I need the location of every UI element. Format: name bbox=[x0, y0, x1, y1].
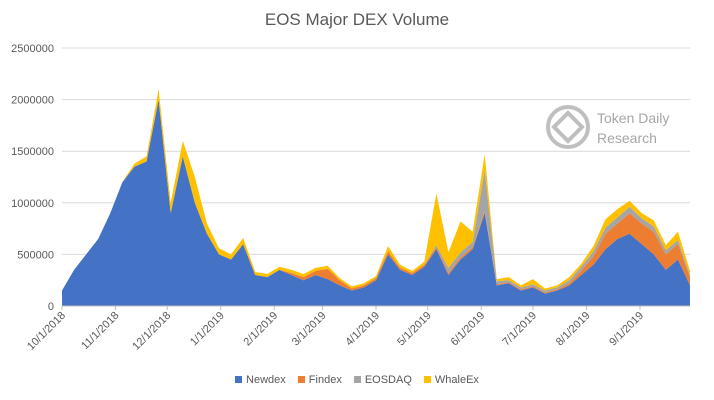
x-tick-label: 3/1/2019 bbox=[290, 310, 329, 349]
y-tick-label: 2000000 bbox=[11, 95, 54, 107]
legend-swatch bbox=[297, 376, 305, 383]
watermark-line-2: Research bbox=[597, 130, 657, 146]
watermark-text: Token Daily Research bbox=[597, 108, 669, 148]
y-tick-label: 2500000 bbox=[11, 43, 54, 55]
legend-swatch bbox=[423, 376, 431, 383]
stacked-areas bbox=[62, 89, 690, 306]
x-tick-label: 5/1/2019 bbox=[395, 310, 434, 349]
legend-item-eosdaq: EOSDAQ bbox=[353, 374, 412, 386]
x-tick-label: 1/1/2019 bbox=[188, 310, 227, 349]
gridlines bbox=[62, 47, 690, 255]
legend-item-newdex: Newdex bbox=[235, 374, 286, 386]
x-tick-label: 8/1/2019 bbox=[554, 310, 593, 349]
y-tick-label: 0 bbox=[48, 301, 54, 313]
x-axis-ticks: 10/1/2018 11/1/2018 12/1/2018 1/1/2019 2/1/2… bbox=[25, 306, 646, 353]
x-tick-label: 6/1/2019 bbox=[449, 310, 488, 349]
legend-item-whaleex: WhaleEx bbox=[423, 374, 479, 386]
legend-swatch bbox=[353, 376, 361, 383]
legend-item-findex: Findex bbox=[297, 374, 342, 386]
x-tick-label: 2/1/2019 bbox=[242, 310, 281, 349]
chart-title: EOS Major DEX Volume bbox=[264, 10, 450, 29]
y-tick-label: 1000000 bbox=[11, 198, 54, 210]
y-tick-label: 500000 bbox=[17, 249, 54, 261]
legend-label: EOSDAQ bbox=[364, 374, 412, 386]
y-tick-label: 1500000 bbox=[11, 146, 54, 158]
x-tick-label: 10/1/2018 bbox=[25, 310, 68, 353]
legend-label: WhaleEx bbox=[434, 374, 479, 386]
legend-label: Findex bbox=[308, 374, 342, 386]
x-tick-label: 12/1/2018 bbox=[130, 310, 173, 353]
legend-swatch bbox=[235, 376, 243, 383]
x-tick-label: 11/1/2018 bbox=[79, 310, 122, 353]
watermark-line-1: Token Daily bbox=[597, 110, 670, 126]
x-tick-label: 9/1/2019 bbox=[607, 310, 646, 349]
y-axis-ticks: 0 500000 1000000 1500000 2000000 2500000 bbox=[11, 43, 54, 313]
token-daily-logo-icon bbox=[546, 105, 590, 149]
watermark: Token Daily Research bbox=[545, 102, 695, 152]
legend: Newdex Findex EOSDAQ WhaleEx bbox=[0, 374, 714, 386]
legend-label: Newdex bbox=[246, 374, 286, 386]
x-tick-label: 7/1/2019 bbox=[500, 310, 539, 349]
x-tick-label: 4/1/2019 bbox=[343, 310, 382, 349]
